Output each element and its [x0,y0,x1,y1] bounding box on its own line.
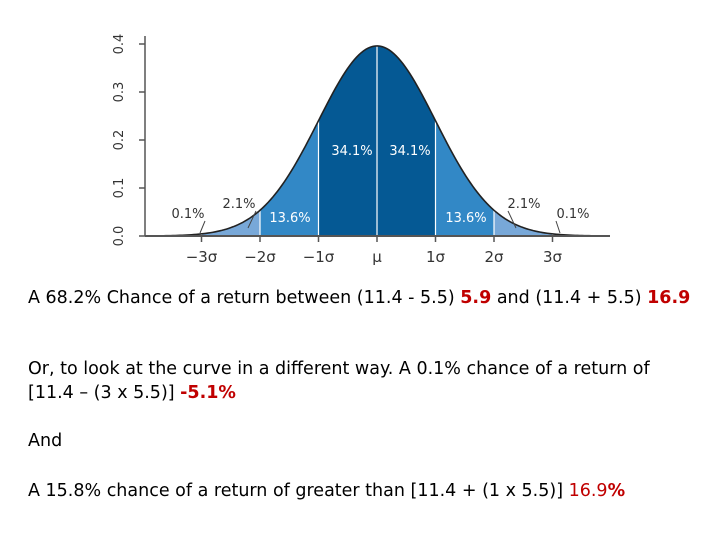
label-leader-line [555,220,561,234]
y-tick-label: 0.3 [112,82,127,103]
region-label-6: 2.1% [507,197,540,212]
paragraph-and: And [28,431,63,451]
x-tick-label: −2σ [244,248,276,266]
region-area-3 [318,45,377,236]
region-label-3: 34.1% [331,144,372,159]
region-label-7: 0.1% [556,207,589,222]
normal-distribution-chart: 0.0 0.1 0.2 0.3 0.4 −3σ −2σ −1σ μ 1σ 2σ 3σ 0.1% 2.1… [112,34,611,266]
paragraph-68-percent: A 68.2% Chance of a return between (11.4… [28,286,698,310]
p4-text-a: A 15.8% chance of a return of greater th… [28,481,569,501]
p4-percent: % [607,481,626,501]
region-label-4: 34.1% [389,144,430,159]
p1-text-c: and (11.4 + 5.5) [491,288,648,308]
bell-curve [144,45,611,237]
x-tick-label: μ [372,248,382,266]
y-tick-label: 0.1 [112,178,127,199]
p1-value-high: 16.9 [647,288,691,308]
y-tick-label: 0.4 [112,34,127,55]
sigma-dividers [200,45,554,236]
region-labels: 0.1% 2.1% 13.6% 34.1% 34.1% 13.6% 2.1% 0.1% [171,144,590,234]
region-label-5: 13.6% [445,211,486,226]
label-leader-line [247,210,257,229]
x-tick-label: 2σ [484,248,504,266]
x-tick-label: 3σ [543,248,563,266]
p2-value: -5.1% [180,383,236,403]
x-tick-label: −3σ [186,248,218,266]
paragraph-15-8-percent: A 15.8% chance of a return of greater th… [28,479,698,503]
x-axis: −3σ −2σ −1σ μ 1σ 2σ 3σ [145,235,610,266]
label-leader-line [507,210,517,229]
region-area-4 [377,45,436,236]
x-tick-label: 1σ [426,248,446,266]
x-tick-label: −1σ [303,248,335,266]
y-tick-label: 0.0 [112,226,127,247]
region-area-6 [494,210,553,236]
region-area-1 [201,210,260,236]
p4-value: 16.9 [568,481,608,501]
y-axis: 0.0 0.1 0.2 0.3 0.4 [112,34,146,247]
region-label-2: 13.6% [269,211,310,226]
paragraph-0-1-percent: Or, to look at the curve in a different … [28,357,698,405]
label-leader-line [199,220,206,234]
p1-value-low: 5.9 [460,288,492,308]
region-label-0: 0.1% [171,207,204,222]
region-label-1: 2.1% [222,197,255,212]
p1-text-a: A 68.2% Chance of a return between (11.4… [28,288,461,308]
p2-text-a: Or, to look at the curve in a different … [28,359,650,403]
y-tick-label: 0.2 [112,130,127,151]
